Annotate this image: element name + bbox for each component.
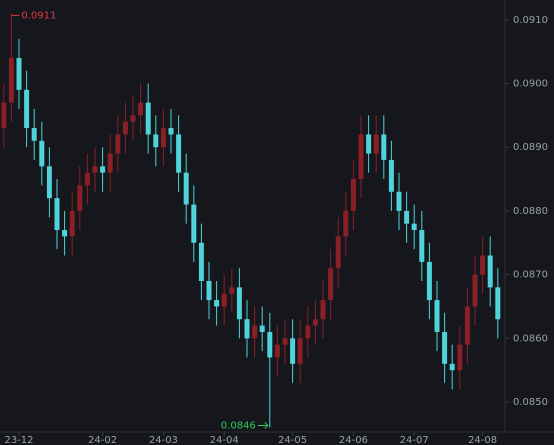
candle-body [221, 293, 227, 307]
candle-body [214, 300, 220, 307]
candle-body [404, 210, 410, 224]
candle-body [480, 255, 486, 275]
candle-body [191, 204, 197, 243]
y-tick-label: 0.0880 [513, 206, 548, 217]
candle-body [419, 230, 425, 262]
candle-body [274, 344, 280, 358]
candle-body [396, 191, 402, 211]
candle-body [8, 57, 14, 103]
candle-body [31, 128, 37, 141]
min-arrowhead [264, 422, 269, 429]
candle-body [168, 128, 174, 135]
candle-body [229, 287, 235, 294]
candle-body [305, 325, 311, 339]
candle-body [138, 102, 144, 116]
candle-body [472, 274, 478, 307]
candle-body [495, 287, 501, 320]
candle-body [198, 242, 204, 281]
x-tick-label: 24-05 [278, 435, 307, 445]
candle-body [92, 166, 98, 173]
x-tick-label: 24-04 [210, 435, 239, 445]
candle-body [449, 363, 455, 371]
candle-body [130, 115, 136, 122]
candle-body [388, 159, 394, 192]
candle-body [160, 128, 166, 148]
candle-body [335, 236, 341, 269]
candle-body [350, 179, 356, 211]
candle-body [487, 255, 493, 288]
candle-body [259, 325, 265, 332]
candle-body [320, 300, 326, 320]
y-tick-label: 0.0850 [513, 397, 548, 408]
candle-body [206, 280, 212, 301]
candle-body [442, 331, 448, 364]
x-tick-label: 24-08 [468, 435, 497, 445]
candle-body [381, 134, 387, 160]
candle-body [16, 57, 22, 90]
candle-body [252, 325, 258, 339]
y-tick-label: 0.0900 [513, 78, 548, 89]
candle-body [312, 319, 318, 326]
min-label: 0.0846 [221, 421, 256, 432]
x-tick-label: 23-12 [4, 435, 33, 445]
candle-body [153, 134, 159, 148]
candle-body [39, 140, 45, 167]
x-tick-label: 24-03 [149, 435, 178, 445]
candle-body [176, 134, 182, 173]
candle-body [244, 319, 250, 339]
max-label: 0.0911 [21, 10, 56, 21]
candle-body [282, 338, 288, 345]
candle-body [62, 230, 68, 237]
candle-body [236, 287, 242, 320]
y-tick-label: 0.0860 [513, 333, 548, 344]
y-tick-label: 0.0870 [513, 270, 548, 281]
x-tick-label: 24-07 [400, 435, 429, 445]
candle-body [426, 261, 432, 301]
x-tick-label: 24-06 [339, 435, 368, 445]
candle-body [107, 153, 113, 173]
candle-body [46, 166, 52, 199]
candle-body [267, 331, 273, 358]
candle-body [24, 89, 30, 129]
candle-body [434, 300, 440, 332]
candle-body [183, 172, 189, 205]
candle-body [411, 223, 417, 231]
y-tick-label: 0.0890 [513, 142, 548, 153]
candle-body [373, 134, 379, 154]
candle-body [343, 210, 349, 237]
candle-body [457, 344, 463, 371]
candle-body [115, 134, 121, 154]
candle-body [358, 134, 364, 180]
candle-body [77, 185, 83, 211]
candle-body [464, 306, 470, 345]
candle-body [366, 134, 372, 154]
candle-body [100, 166, 106, 173]
candle-body [297, 338, 303, 364]
candle-body [84, 172, 90, 186]
y-tick-label: 0.0910 [513, 15, 548, 26]
candle-body [54, 198, 60, 231]
candle-body [145, 102, 151, 135]
candle-body [1, 102, 7, 129]
candle-body [290, 338, 296, 364]
candle-body [328, 268, 334, 301]
candle-body [122, 121, 128, 135]
x-tick-label: 24-02 [88, 435, 117, 445]
candle-body [69, 210, 75, 237]
